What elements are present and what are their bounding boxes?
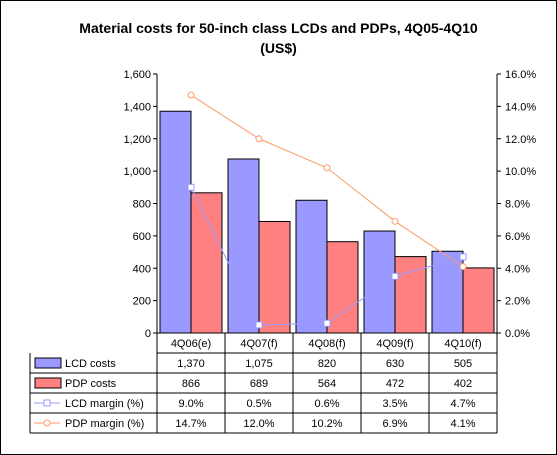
chart-title: Material costs for 50-inch class LCDs an… (0, 18, 557, 58)
legend-marker-pdp-margin (43, 419, 51, 427)
table-cell-value: 505 (454, 358, 472, 370)
bar-pdp-costs-2 (326, 241, 359, 334)
table-cell-value: 6.9% (382, 418, 407, 430)
table-cell-value: 0.5% (246, 398, 271, 410)
bar-pdp-costs-3 (394, 256, 427, 334)
point-pdp-margin-1 (255, 135, 263, 143)
left-tick-label: 1,400 (123, 101, 151, 113)
table-cell-value: 1,075 (245, 358, 273, 370)
table-cell-value: 402 (454, 378, 472, 390)
left-tick-label: 1,000 (123, 166, 151, 178)
right-tick-label: 10.0% (505, 166, 536, 178)
legend-marker-lcd-margin (43, 399, 51, 407)
category-label: 4Q07(f) (240, 338, 277, 350)
point-lcd-margin-1 (255, 321, 263, 329)
left-tick-label: 800 (133, 199, 151, 211)
bar-lcd-costs-3 (363, 230, 396, 334)
left-tick-label: 1,200 (123, 134, 151, 146)
category-label: 4Q09(f) (376, 338, 413, 350)
left-tick-label: 200 (133, 296, 151, 308)
table-cell-value: 820 (318, 358, 336, 370)
table-cell-value: 12.0% (243, 418, 274, 430)
right-tick-label: 4.0% (505, 263, 530, 275)
table-cell-value: 14.7% (175, 418, 206, 430)
left-tick-label: 0 (145, 328, 151, 340)
series-name-label: LCD costs (65, 358, 116, 370)
bar-lcd-costs-4 (431, 250, 464, 334)
point-lcd-margin-3 (391, 272, 399, 280)
bar-pdp-costs-1 (258, 220, 291, 334)
point-pdp-margin-2 (323, 164, 331, 172)
right-tick-label: 12.0% (505, 134, 536, 146)
bar-pdp-costs-0 (190, 192, 223, 334)
point-lcd-margin-0 (187, 183, 195, 191)
right-tick-label: 8.0% (505, 199, 530, 211)
right-tick-label: 6.0% (505, 231, 530, 243)
bar-lcd-costs-0 (159, 110, 192, 334)
table-cell-value: 689 (250, 378, 268, 390)
category-label: 4Q06(e) (171, 338, 211, 350)
table-cell-value: 0.6% (314, 398, 339, 410)
point-pdp-margin-3 (391, 217, 399, 225)
point-lcd-margin-4 (459, 253, 467, 261)
table-cell-value: 4.7% (450, 398, 475, 410)
right-tick-label: 14.0% (505, 101, 536, 113)
left-tick-label: 1,600 (123, 69, 151, 81)
series-name-label: LCD margin (%) (65, 398, 144, 410)
table-cell-value: 4.1% (450, 418, 475, 430)
point-lcd-margin-2 (323, 319, 331, 327)
table-cell-value: 564 (318, 378, 336, 390)
category-label: 4Q08(f) (308, 338, 345, 350)
table-cell-value: 630 (386, 358, 404, 370)
table-cell-value: 10.2% (311, 418, 342, 430)
point-pdp-margin-0 (187, 91, 195, 99)
bar-pdp-costs-4 (462, 267, 495, 334)
left-tick-label: 600 (133, 231, 151, 243)
series-name-label: PDP margin (%) (65, 418, 144, 430)
right-tick-label: 2.0% (505, 296, 530, 308)
legend-swatch-lcd-costs (34, 357, 62, 369)
bar-lcd-costs-1 (227, 158, 260, 334)
table-cell-value: 9.0% (178, 398, 203, 410)
table-cell-value: 3.5% (382, 398, 407, 410)
right-tick-label: 16.0% (505, 69, 536, 81)
chart-title-line-2: (US$) (260, 40, 297, 56)
legend-swatch-pdp-costs (34, 377, 62, 389)
left-tick-label: 400 (133, 263, 151, 275)
series-name-label: PDP costs (65, 378, 117, 390)
bar-lcd-costs-2 (295, 199, 328, 334)
table-cell-value: 866 (182, 378, 200, 390)
chart-title-line-1: Material costs for 50-inch class LCDs an… (79, 20, 478, 36)
category-label: 4Q10(f) (444, 338, 481, 350)
table-cell-value: 1,370 (177, 358, 205, 370)
table-cell-value: 472 (386, 378, 404, 390)
right-tick-label: 0.0% (505, 328, 530, 340)
point-pdp-margin-4 (459, 263, 467, 271)
